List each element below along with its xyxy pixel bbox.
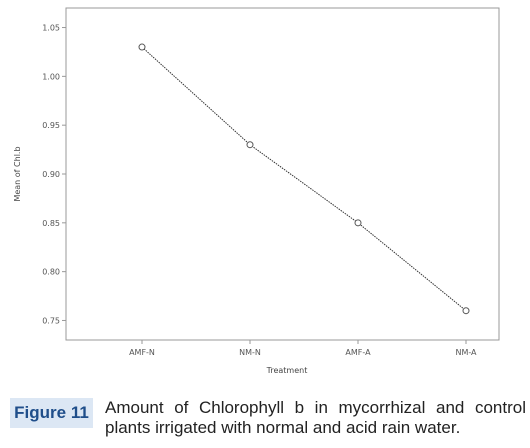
figure-label: Figure 11 — [10, 398, 93, 428]
y-tick-label: 0.95 — [42, 121, 60, 130]
y-axis-title: Mean of Chl.b — [13, 146, 22, 201]
x-axis-title: Treatment — [266, 366, 308, 375]
data-point — [246, 141, 254, 149]
y-tick-label: 1.00 — [42, 72, 60, 81]
data-point — [462, 307, 470, 315]
y-tick-label: 0.85 — [42, 219, 60, 228]
y-tick-label: 0.80 — [42, 268, 60, 277]
x-tick-label: NM-N — [239, 348, 261, 357]
data-point — [138, 43, 146, 51]
x-tick-label: AMF-N — [129, 348, 155, 357]
chart: Mean of Chl.b Treatment 1.05 1.00 0.95 0.90… — [13, 7, 500, 375]
chart-svg: Mean of Chl.b Treatment 1.05 1.00 0.95 0.90… — [13, 7, 500, 375]
x-tick-label: AMF-A — [345, 348, 371, 357]
y-tick-label: 0.75 — [42, 316, 60, 325]
figure-caption: Figure 11 Amount of Chlorophyll b in myc… — [10, 398, 526, 446]
plot-area — [65, 7, 500, 341]
y-tick-label: 0.90 — [42, 170, 60, 179]
x-tick-label: NM-A — [455, 348, 477, 357]
series-line — [141, 46, 467, 312]
caption-text: Amount of Chlorophyll b in mycorrhizal a… — [105, 398, 526, 437]
y-tick-label: 1.05 — [42, 24, 60, 33]
data-point — [354, 219, 362, 227]
